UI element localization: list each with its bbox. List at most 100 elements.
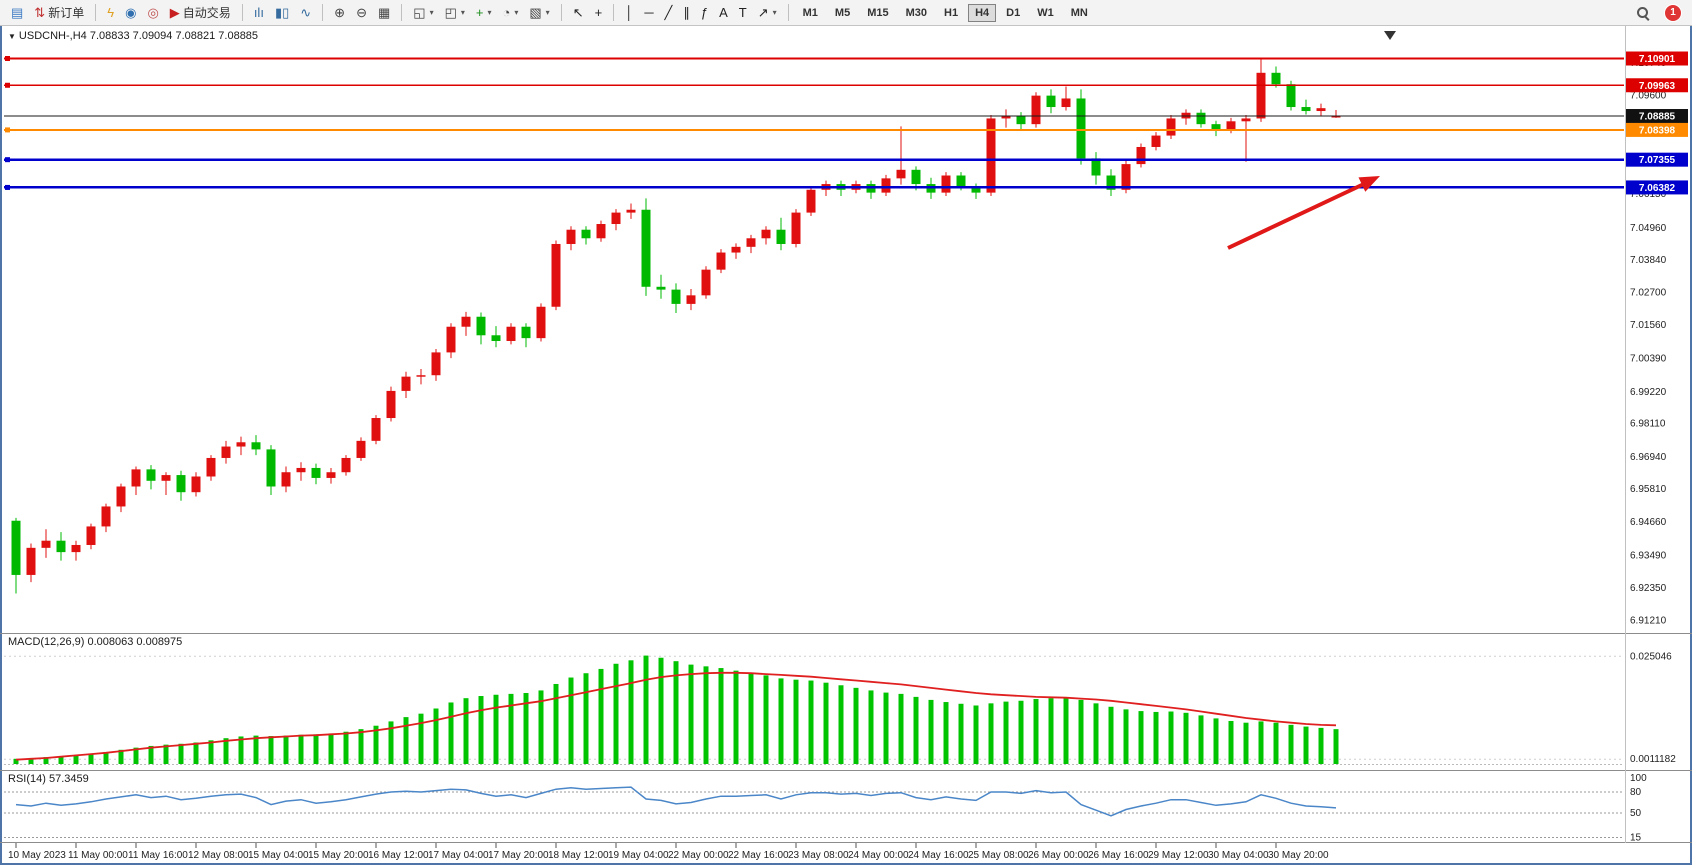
macd-histogram-bar (838, 685, 844, 764)
line-anchor[interactable] (5, 127, 10, 133)
macd-histogram-bar (1183, 712, 1189, 764)
line-anchor[interactable] (5, 184, 10, 190)
notification-badge[interactable]: 1 (1664, 3, 1682, 22)
price-axis-label: 6.94660 (1630, 517, 1667, 528)
timeframe-h1-button[interactable]: H1 (944, 6, 959, 19)
price-tag[interactable] (1626, 122, 1688, 137)
indicators-button[interactable]: ▧ ▾ (524, 4, 554, 22)
price-tag[interactable] (1626, 180, 1688, 195)
macd-histogram-bar (853, 687, 859, 764)
candle (1211, 124, 1221, 130)
new-order-button[interactable]: ⇅ 新订单 (29, 2, 89, 23)
candle (521, 326, 531, 339)
cascade-windows-button[interactable]: ◰ ▾ (440, 4, 470, 22)
toolbar-separator (322, 4, 324, 21)
zoom-out-button[interactable]: ⊖ (351, 4, 372, 22)
chart-candles-icon: ▮▯ (274, 4, 290, 20)
timeframe-m1-button[interactable]: M1 (802, 6, 818, 19)
trend-arrow-annotation[interactable] (1227, 176, 1380, 250)
one-click-trading-arrow[interactable]: ▼ (8, 32, 16, 41)
macd-histogram-bar (478, 696, 484, 764)
time-axis[interactable]: 10 May 2023 11 May 00:00 11 May 16:00 12 Ma… (8, 843, 1329, 861)
search-button[interactable] (1632, 5, 1654, 21)
tile-windows-button[interactable]: ▦ (373, 4, 395, 22)
zoom-in-button[interactable]: ⊕ (329, 4, 350, 22)
timeframe-d1-button[interactable]: D1 (1006, 6, 1021, 19)
arrows-tool-icon: ↗ (757, 4, 769, 20)
text-tool-icon: A (719, 4, 728, 20)
candle (446, 326, 456, 353)
price-tag[interactable] (1626, 152, 1688, 167)
periods-button[interactable]: ◔ ▾ (498, 4, 524, 22)
macd-histogram-bar (178, 743, 184, 764)
candle (1076, 98, 1086, 159)
time-axis-label: 10 May 2023 (8, 850, 66, 861)
auto-trading-button[interactable]: ▶ 自动交易 (165, 2, 236, 23)
search-icon (1637, 6, 1649, 19)
chart-shift-marker[interactable] (1384, 31, 1396, 40)
label-tool-button[interactable]: T (734, 4, 752, 22)
auto-trading-label: 自动交易 (182, 6, 231, 20)
candle (71, 544, 81, 553)
arrange-windows-button[interactable]: ◱ ▾ (408, 4, 438, 22)
cursor-button[interactable]: ↖ (568, 4, 589, 22)
fibonacci-tool-button[interactable]: ƒ (696, 4, 713, 22)
macd-histogram-bar (1153, 711, 1159, 764)
chart-bars-button[interactable]: ılı (249, 4, 269, 22)
candle (1106, 175, 1116, 190)
vertical-line-tool-icon: │ (625, 4, 634, 20)
cursor-icon: ↖ (572, 4, 584, 20)
candle (1331, 116, 1341, 118)
price-tag[interactable] (1626, 109, 1688, 124)
price-tag[interactable] (1626, 78, 1688, 93)
channel-tool-button[interactable]: ∥ (678, 4, 695, 22)
vertical-line-tool-button[interactable]: │ (620, 4, 638, 22)
horizontal-line-tool-button[interactable]: ─ (639, 4, 658, 22)
price-axis-label: 7.01560 (1630, 320, 1667, 331)
time-axis-label: 23 May 08:00 (788, 850, 849, 861)
macd-histogram-bar (658, 657, 664, 764)
candle (626, 209, 636, 213)
price-axis[interactable]: 7.107407.096007.084607.073207.061507.049… (1630, 58, 1667, 626)
candle (101, 506, 111, 527)
horizontal-line-tool-icon: ─ (644, 4, 654, 20)
candle (881, 178, 891, 193)
macd-histogram-bar (1243, 722, 1249, 764)
trendline-tool-button[interactable]: ╱ (660, 4, 678, 22)
timeframe-m15-button[interactable]: M15 (867, 6, 889, 19)
timeframe-m30-button[interactable]: M30 (905, 6, 928, 19)
community-icon: ◉ (125, 4, 137, 20)
market-icon: ϟ (107, 4, 115, 20)
candle (491, 335, 501, 341)
candle (911, 169, 921, 185)
community-button[interactable]: ◉ (120, 4, 141, 22)
line-anchor[interactable] (5, 157, 10, 163)
new-chart-button[interactable]: ▤ (6, 4, 28, 22)
rsi-line (15, 786, 1337, 817)
timeframe-h4-button[interactable]: H4 (968, 3, 997, 22)
chevron-down-icon: ▾ (429, 8, 434, 17)
chevron-down-icon: ▾ (545, 8, 550, 17)
candle (716, 252, 726, 270)
chart-candles-button[interactable]: ▮▯ (270, 4, 294, 22)
candle (326, 472, 336, 478)
crosshair-button[interactable]: + (590, 4, 608, 22)
market-button[interactable]: ϟ (102, 4, 119, 22)
chart-line-button[interactable]: ∿ (295, 4, 316, 22)
line-anchor[interactable] (5, 56, 10, 62)
macd-histogram-bar (1273, 722, 1279, 764)
line-anchor[interactable] (5, 82, 10, 88)
ohlc-values: 7.08833 7.09094 7.08821 7.08885 (89, 30, 259, 42)
arrows-tool-button[interactable]: ↗ ▾ (753, 4, 782, 22)
add-object-button[interactable]: + ▾ (471, 4, 497, 22)
candle (671, 289, 681, 304)
text-tool-button[interactable]: A (714, 4, 733, 22)
support-button[interactable]: ◎ (142, 4, 163, 22)
timeframe-mn-button[interactable]: MN (1070, 6, 1088, 19)
timeframe-m5-button[interactable]: M5 (834, 6, 851, 19)
price-tag[interactable] (1626, 51, 1688, 66)
timeframe-w1-button[interactable]: W1 (1037, 6, 1054, 19)
macd-histogram-bar (148, 745, 154, 764)
candle (266, 449, 276, 487)
